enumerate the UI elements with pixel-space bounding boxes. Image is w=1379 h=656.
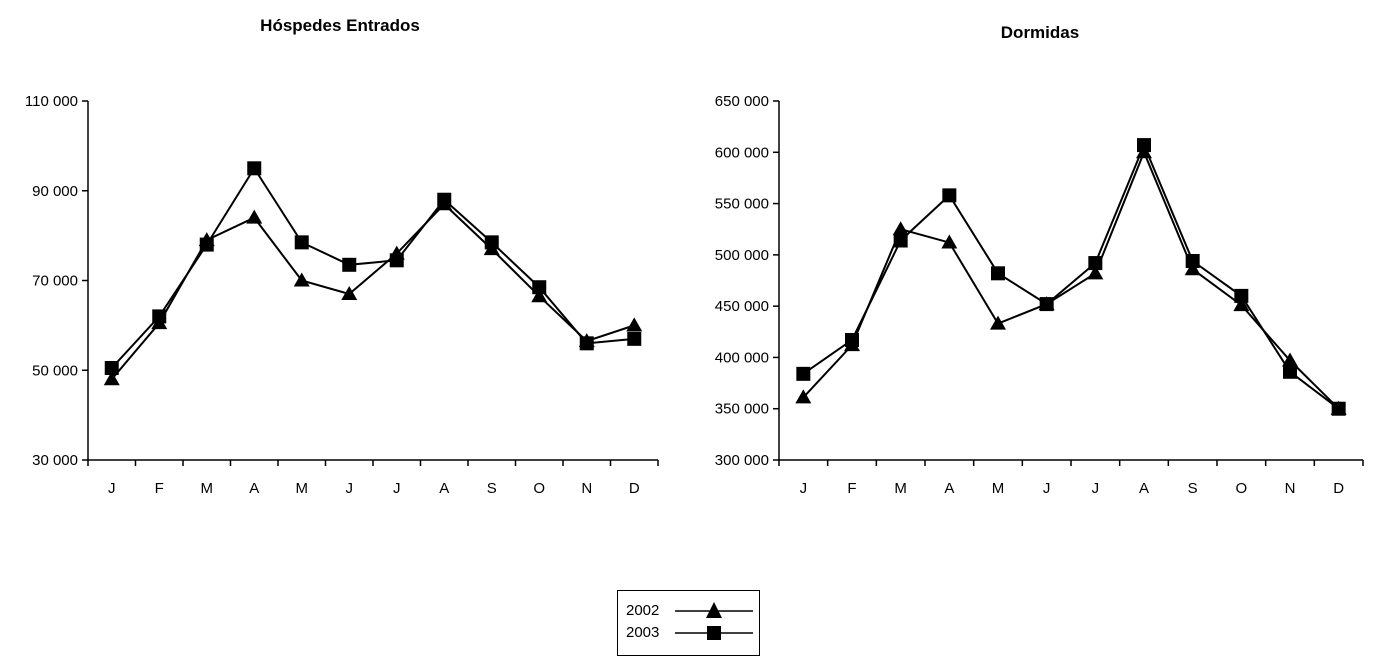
data-point-2003 [342,257,357,272]
data-point-2002 [1233,297,1250,312]
x-tick-label: A [944,480,954,497]
data-point-2003 [579,336,594,351]
y-tick-label: 400 000 [715,349,769,366]
data-point-2003 [247,161,262,176]
x-tick-label: A [439,480,449,497]
legend-triangle-marker-icon [675,602,753,618]
x-tick-label: N [1285,480,1296,497]
y-tick-label: 90 000 [32,183,78,200]
legend-label-2003: 2003 [626,624,660,641]
data-point-2002 [1087,265,1104,280]
data-point-2002 [341,285,358,300]
y-tick-label: 50 000 [32,362,78,379]
data-point-2002 [293,272,310,287]
data-point-2003 [627,331,642,346]
data-point-2002 [531,288,548,303]
chart-2: Dormidas 300 000 350 000 400 000 450 000 500 … [715,23,1364,497]
data-point-2002 [795,389,812,404]
data-point-2003 [1088,256,1103,271]
y-tick-label: 110 000 [25,93,78,110]
y-tick-label: 550 000 [715,196,769,213]
x-tick-label: J [1092,480,1100,497]
data-point-2003 [845,332,859,347]
data-point-2002 [990,315,1006,330]
y-tick-label: 500 000 [715,247,769,264]
x-tick-label: A [1139,480,1149,497]
data-point-2003 [389,253,404,268]
chart-title: Hóspedes Entrados [260,16,420,35]
data-point-2003 [942,188,957,203]
data-point-2003 [1137,138,1151,153]
data-point-2003 [1331,401,1346,416]
data-point-2002 [1184,261,1201,276]
data-point-2002 [103,371,120,386]
x-tick-label: J [800,480,808,497]
x-tick-label: N [581,480,592,497]
x-tick-label: F [155,480,164,497]
data-point-2002 [246,209,263,224]
x-tick-label: J [346,480,354,497]
x-tick-label: M [296,480,309,497]
x-tick-label: D [629,480,640,497]
data-point-2003 [1283,364,1297,379]
y-tick-label: 650 000 [715,93,769,110]
legend-square-marker-icon [675,626,753,640]
x-tick-label: M [894,480,907,497]
data-point-2003 [1185,254,1200,269]
x-tick-label: M [201,480,214,497]
chart-1: Hóspedes Entrados 30 000 50 000 70 000 90 00… [25,16,659,497]
series-line-2002 [110,202,635,380]
x-tick-label: J [1043,480,1051,497]
data-point-2003 [1039,297,1054,312]
y-tick-label: 30 000 [32,452,78,469]
x-tick-label: O [1235,480,1247,497]
x-tick-label: A [249,480,259,497]
charts-canvas: Hóspedes Entrados 30 000 50 000 70 000 90 00… [25,16,1364,497]
series-line-2002 [802,149,1340,410]
data-point-2003 [437,192,452,207]
data-point-2003 [199,237,214,252]
series-line-2003 [111,166,635,369]
data-point-2003 [991,266,1005,281]
x-tick-label: J [393,480,401,497]
y-tick-label: 300 000 [715,452,769,469]
data-point-2003 [1234,288,1249,303]
data-point-2003 [152,309,167,324]
data-point-2003 [294,235,309,250]
data-point-2002 [941,234,958,249]
data-point-2003 [796,366,811,381]
x-tick-label: S [487,480,497,497]
data-point-2002 [1282,352,1298,367]
x-tick-label: M [992,480,1005,497]
data-point-2003 [484,235,499,250]
legend-label-2002: 2002 [626,602,660,619]
data-point-2003 [893,233,908,248]
data-point-2003 [104,361,119,376]
x-tick-label: D [1333,480,1344,497]
legend: 2002 2003 [617,590,760,656]
x-tick-label: O [533,480,545,497]
series-line-2003 [802,142,1340,410]
data-point-2002 [892,221,909,236]
chart-title: Dormidas [1001,23,1079,42]
y-tick-label: 70 000 [32,273,78,290]
y-tick-label: 600 000 [715,144,769,161]
y-tick-label: 350 000 [715,401,769,418]
x-tick-label: S [1188,480,1198,497]
data-point-2003 [532,280,547,295]
x-tick-label: J [108,480,116,497]
x-tick-label: F [847,480,856,497]
y-tick-label: 450 000 [715,298,769,315]
data-point-2002 [626,317,643,332]
